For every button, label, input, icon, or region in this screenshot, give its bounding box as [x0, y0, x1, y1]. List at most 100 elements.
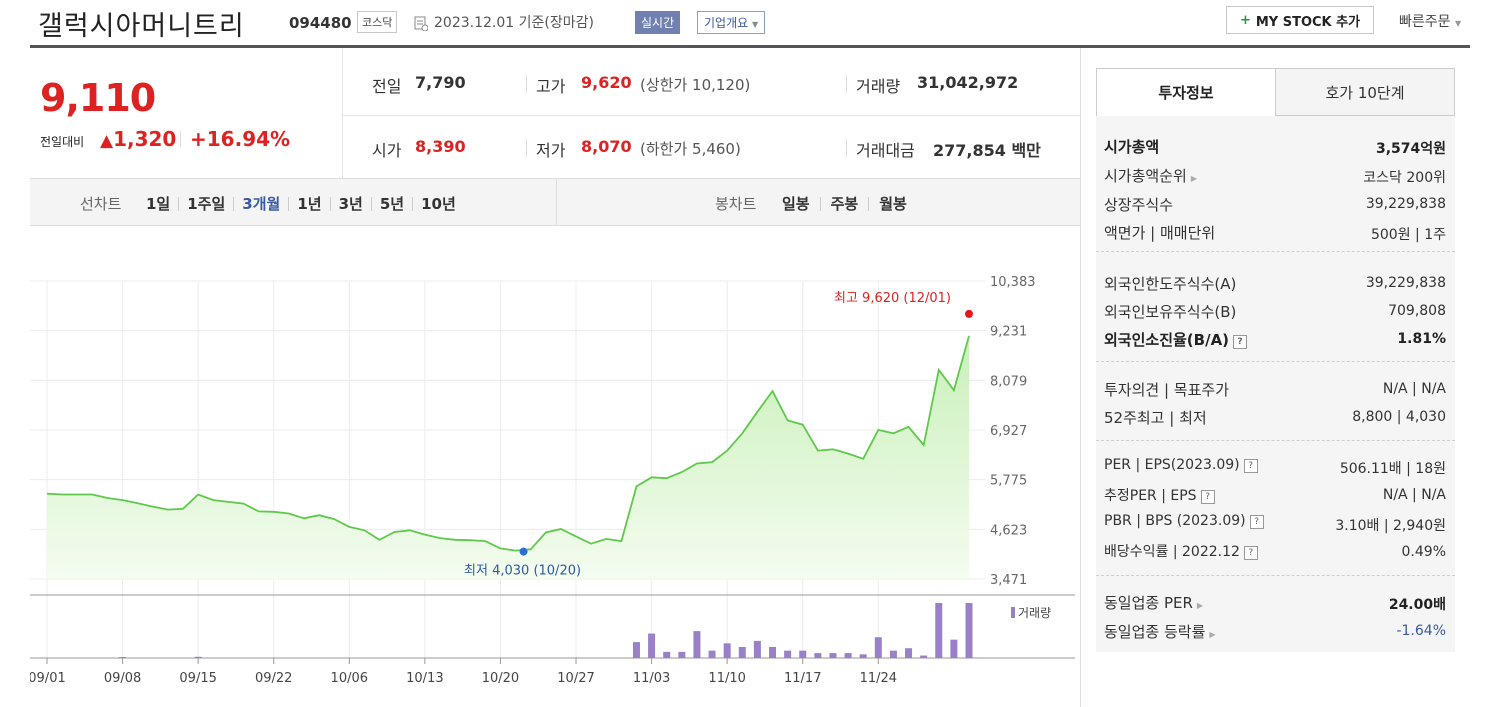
help-icon[interactable]: ?	[1243, 459, 1258, 473]
period-1w[interactable]: 1주일	[187, 195, 226, 213]
volume-bar	[738, 647, 746, 658]
volume-bar	[965, 603, 973, 658]
y-tick-label: 8,079	[990, 374, 1027, 389]
tab-order-book[interactable]: 호가 10단계	[1275, 68, 1455, 116]
row-divider	[343, 115, 1080, 116]
divider	[846, 139, 847, 157]
divider	[526, 139, 527, 157]
candle-chart-label: 봉차트	[715, 195, 757, 213]
prev-label: 전일	[372, 77, 402, 96]
volume-bar	[814, 653, 822, 658]
price-chart[interactable]: 10,383 9,231 8,079 6,927 5,775 4,623 3,471 09/0…	[30, 228, 1075, 707]
divider	[233, 196, 235, 211]
candle-monthly[interactable]: 월봉	[879, 195, 907, 213]
chevron-down-icon: ▼	[1454, 19, 1462, 28]
company-overview-button[interactable]: 기업개요 ▼	[697, 11, 766, 34]
chevron-down-icon: ▼	[752, 20, 759, 29]
current-price: 9,110	[40, 76, 156, 120]
per-eps-text: PER | EPS(2023.09)	[1104, 457, 1240, 473]
market-badge: 코스닥	[357, 11, 398, 33]
period-3y[interactable]: 3년	[338, 195, 363, 213]
price-box	[30, 48, 343, 178]
volume-bar	[708, 650, 716, 658]
my-stock-label: MY STOCK 추가	[1255, 14, 1361, 30]
sector-per-value: 24.00배	[1388, 597, 1446, 613]
week52-value: 8,800 | 4,030	[1352, 409, 1446, 425]
foreign-limit-label: 외국인한도주식수(A)	[1104, 275, 1237, 293]
x-tick-label: 11/24	[860, 671, 897, 686]
sector-change-label[interactable]: 동일업종 등락률 ▶	[1104, 621, 1216, 642]
realtime-button[interactable]: 실시간	[635, 11, 681, 34]
low-label: 저가	[536, 141, 566, 160]
change-value: ▲1,320	[100, 127, 176, 151]
lower-limit: (하한가 5,460)	[640, 140, 741, 158]
sector-per-label[interactable]: 동일업종 PER ▶	[1104, 592, 1203, 613]
x-tick-label: 11/10	[708, 671, 745, 686]
divider	[1096, 361, 1455, 362]
fast-order-button[interactable]: 빠른주문 ▼	[1399, 11, 1461, 31]
x-tick-label: 09/22	[255, 671, 292, 686]
help-icon[interactable]: ?	[1233, 335, 1248, 349]
change-label: 전일대비	[40, 135, 85, 149]
period-bar	[30, 178, 1080, 226]
period-1d[interactable]: 1일	[146, 195, 171, 213]
high-annotation: 최고 9,620 (12/01)	[834, 291, 951, 306]
opinion-label: 투자의견 | 목표주가	[1104, 381, 1229, 399]
volume-bar	[769, 647, 777, 658]
volume-label: 거래량	[856, 77, 901, 96]
per-eps-label: PER | EPS(2023.09)?	[1104, 457, 1258, 473]
volume-value: 31,042,972	[917, 73, 1019, 92]
date-value: 2023.12.01	[434, 15, 515, 31]
help-icon[interactable]: ?	[1243, 546, 1258, 560]
x-tick-label: 10/27	[557, 671, 594, 686]
period-1y[interactable]: 1년	[297, 195, 322, 213]
chevron-right-icon: ▶	[1190, 174, 1197, 183]
market-cap-rank-label[interactable]: 시가총액순위 ▶	[1104, 165, 1197, 186]
x-tick-label: 09/15	[179, 671, 216, 686]
sector-change-value: -1.64%	[1396, 623, 1446, 639]
dividend-value: 0.49%	[1401, 544, 1446, 560]
opinion-value: N/A | N/A	[1382, 381, 1446, 397]
chevron-right-icon: ▶	[1209, 630, 1216, 639]
period-5y[interactable]: 5년	[379, 195, 405, 213]
divider	[1080, 48, 1081, 707]
volume-bar	[723, 643, 731, 658]
foreign-ratio-value: 1.81%	[1397, 331, 1446, 347]
divider	[556, 179, 557, 225]
volume-bar	[663, 651, 671, 658]
stock-code: 094480	[289, 14, 352, 32]
help-icon[interactable]: ?	[1200, 490, 1215, 504]
candle-weekly[interactable]: 주봉	[830, 195, 859, 213]
header-divider	[30, 45, 1470, 48]
change-amount: 1,320	[113, 127, 177, 151]
y-tick-label: 9,231	[990, 325, 1027, 340]
date-suffix: 기준(장마감)	[518, 15, 594, 31]
pbr-bps-value: 3.10배 | 2,940원	[1335, 518, 1446, 534]
stock-name: 갤럭시아머니트리	[38, 11, 245, 42]
volume-bar	[889, 650, 897, 658]
plus-icon: +	[1239, 12, 1251, 28]
tab-investment-info[interactable]: 투자정보	[1096, 68, 1276, 116]
market-cap-rank-value: 코스닥 200위	[1363, 170, 1446, 186]
low-annotation: 최저 4,030 (10/20)	[464, 564, 581, 579]
fast-order-label: 빠른주문	[1399, 14, 1451, 30]
low-value: 8,070	[581, 137, 632, 156]
triangle-up-icon: ▲	[100, 131, 114, 151]
divider	[1096, 251, 1455, 252]
period-tabs: 1일 1주일 3개월 1년 3년 5년 10년	[146, 193, 456, 214]
x-tick-label: 11/17	[784, 671, 821, 686]
divider	[412, 196, 414, 211]
x-tick-label: 09/08	[104, 671, 141, 686]
open-value: 8,390	[415, 137, 466, 156]
candle-daily[interactable]: 일봉	[782, 195, 810, 213]
help-icon[interactable]: ?	[1249, 515, 1264, 529]
volume-bar	[905, 648, 913, 658]
period-10y[interactable]: 10년	[421, 195, 456, 213]
est-per-value: N/A | N/A	[1382, 487, 1446, 503]
divider	[288, 196, 290, 211]
period-3m[interactable]: 3개월	[242, 195, 281, 213]
volume-bar	[678, 651, 686, 658]
y-tick-label: 10,383	[990, 275, 1036, 290]
market-cap-label: 시가총액	[1104, 138, 1160, 156]
my-stock-add-button[interactable]: + MY STOCK 추가	[1226, 6, 1374, 34]
